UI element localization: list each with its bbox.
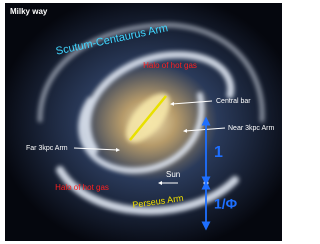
title: Milky way <box>10 7 48 16</box>
arm-label: Far 3kpc Arm <box>26 145 68 152</box>
sun-label: Sun <box>166 170 180 179</box>
halo-label: Halo of hot gas <box>143 61 197 70</box>
diagram: Milky way Scutum-Centaurus Arm Halo of h… <box>0 0 286 244</box>
ratio-label: 1/Φ <box>214 196 238 212</box>
sun-marker <box>204 181 209 186</box>
page: Milky way Scutum-Centaurus Arm Halo of h… <box>0 0 320 244</box>
halo-label: Halo of hot gas <box>55 183 109 192</box>
bar-label: Central bar <box>216 98 251 105</box>
arm-label: Near 3kpc Arm <box>228 125 274 132</box>
ratio-label: 1 <box>214 144 223 161</box>
